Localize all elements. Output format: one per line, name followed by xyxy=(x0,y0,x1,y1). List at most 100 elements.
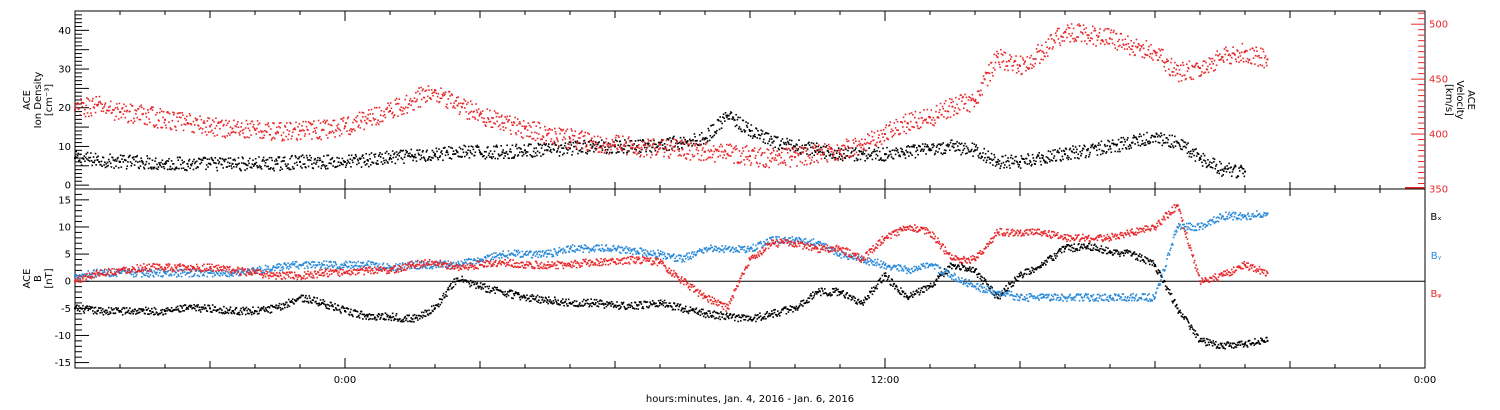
data-point-top-black xyxy=(420,157,423,159)
data-point-bottom-Bx xyxy=(850,299,853,301)
data-point-top-red xyxy=(798,146,801,148)
data-point-bottom-Bx xyxy=(234,308,236,311)
data-point-top-red xyxy=(203,122,206,124)
data-point-top-red xyxy=(988,72,991,75)
data-point-top-red xyxy=(250,134,252,136)
data-point-top-black xyxy=(932,143,935,145)
data-point-bottom-Bx xyxy=(835,287,837,290)
data-point-top-black xyxy=(362,157,365,159)
data-point-bottom-Bx xyxy=(408,314,410,317)
data-point-top-black xyxy=(305,154,308,157)
data-point-top-red xyxy=(550,140,552,143)
data-point-top-red xyxy=(976,101,978,104)
data-point-top-black xyxy=(416,149,419,152)
data-point-top-red xyxy=(840,154,843,156)
data-point-top-black xyxy=(787,141,790,144)
data-point-top-red xyxy=(498,116,500,118)
data-point-top-red xyxy=(330,124,333,127)
data-point-top-black xyxy=(472,148,475,151)
data-point-bottom-Bx xyxy=(780,311,782,314)
data-point-bottom-Bx xyxy=(311,302,313,304)
data-point-top-red xyxy=(254,129,257,131)
data-point-top-black xyxy=(995,161,997,163)
data-point-bottom-Bx xyxy=(698,309,701,312)
data-point-top-red xyxy=(178,112,180,114)
data-point-bottom-Bx xyxy=(491,289,493,292)
data-point-top-red xyxy=(81,105,84,108)
data-point-top-black xyxy=(257,166,260,168)
data-point-bottom-Bx xyxy=(661,300,664,303)
data-point-top-black xyxy=(309,159,312,162)
data-point-top-black xyxy=(246,164,249,167)
data-point-top-red xyxy=(271,137,274,140)
data-point-bottom-Bx xyxy=(454,281,456,283)
data-point-top-red xyxy=(553,140,555,143)
data-point-top-red xyxy=(1208,57,1211,59)
data-point-top-red xyxy=(1023,61,1026,64)
data-point-top-red xyxy=(546,133,549,136)
data-point-bottom-Bx xyxy=(415,314,418,317)
data-point-bottom-Bx xyxy=(552,300,555,302)
data-point-top-red xyxy=(1054,41,1056,44)
data-point-top-red xyxy=(78,108,80,110)
data-point-top-red xyxy=(1027,68,1030,70)
data-point-top-black xyxy=(141,159,143,162)
data-point-top-red xyxy=(1162,61,1165,63)
data-point-top-black xyxy=(397,152,400,155)
data-point-top-red xyxy=(885,124,888,127)
data-point-top-black xyxy=(862,151,864,153)
data-point-top-red xyxy=(244,137,246,139)
data-point-bottom-Bx xyxy=(412,314,414,317)
data-point-bottom-Bx xyxy=(195,304,198,307)
data-point-bottom-Bx xyxy=(737,314,740,316)
data-point-top-red xyxy=(769,152,772,155)
data-point-top-red xyxy=(1167,59,1170,62)
data-point-top-black xyxy=(1003,164,1006,166)
data-point-top-red xyxy=(492,117,495,119)
data-point-top-red xyxy=(463,98,465,101)
data-point-top-black xyxy=(107,158,110,161)
data-point-bottom-Bx xyxy=(220,311,223,314)
data-point-bottom-Bx xyxy=(442,294,444,297)
data-point-top-black xyxy=(341,157,344,160)
data-point-bottom-Bx xyxy=(759,312,761,314)
data-point-top-red xyxy=(960,94,962,96)
data-point-top-black xyxy=(1107,148,1110,151)
data-point-bottom-Bx xyxy=(843,296,846,298)
data-point-top-red xyxy=(1051,48,1054,50)
data-point-top-red xyxy=(470,110,473,113)
data-point-bottom-Bx xyxy=(422,311,425,314)
data-point-bottom-Bx xyxy=(190,306,192,308)
data-point-top-red xyxy=(704,143,707,146)
data-point-top-black xyxy=(406,150,409,153)
data-point-top-black xyxy=(1013,162,1015,165)
data-point-top-black xyxy=(1180,148,1182,150)
data-point-top-black xyxy=(1020,155,1023,157)
data-point-top-red xyxy=(383,110,385,113)
data-point-top-black xyxy=(859,158,862,161)
data-point-top-black xyxy=(478,149,481,151)
data-point-top-black xyxy=(909,151,911,154)
data-point-top-black xyxy=(264,162,267,164)
data-point-top-red xyxy=(141,106,143,109)
data-point-top-red xyxy=(532,121,534,124)
data-point-top-black xyxy=(1029,161,1032,163)
data-point-top-black xyxy=(594,147,596,150)
data-point-top-black xyxy=(116,157,119,160)
data-point-top-red xyxy=(1071,32,1074,35)
data-point-bottom-Bx xyxy=(379,318,381,320)
data-point-top-black xyxy=(79,153,82,156)
data-point-bottom-Bx xyxy=(636,304,639,307)
data-point-top-red xyxy=(569,137,571,140)
data-point-top-black xyxy=(254,157,257,160)
data-point-bottom-Bx xyxy=(597,305,600,308)
data-point-top-red xyxy=(593,140,595,143)
data-point-top-black xyxy=(1179,145,1181,148)
data-point-bottom-Bx xyxy=(322,299,324,301)
data-point-top-red xyxy=(477,119,479,121)
data-point-top-red xyxy=(130,119,133,122)
data-point-top-red xyxy=(755,154,757,157)
data-point-top-black xyxy=(106,161,109,164)
data-point-top-red xyxy=(426,100,428,102)
data-point-top-black xyxy=(240,169,242,172)
